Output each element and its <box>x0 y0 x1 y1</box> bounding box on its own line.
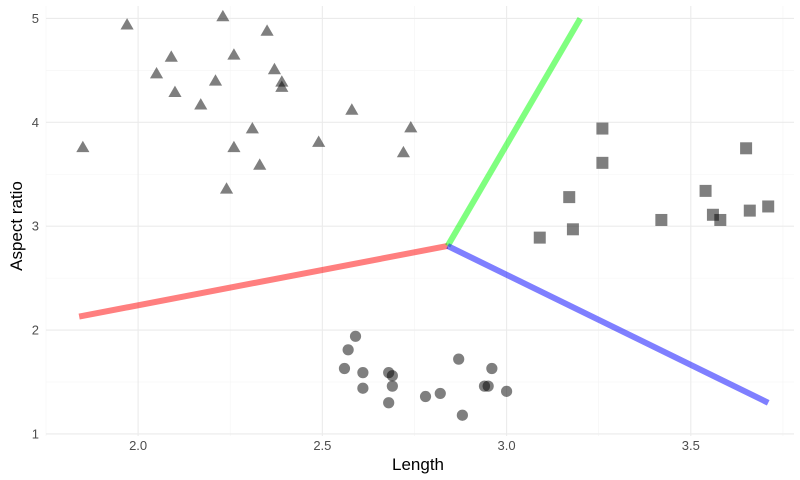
triangle-point <box>120 18 134 30</box>
circle-point <box>338 362 351 375</box>
square-point <box>699 184 712 197</box>
triangle-point <box>194 98 208 110</box>
y-axis-title: Aspect ratio <box>7 181 26 271</box>
boundary-line <box>78 242 449 320</box>
circle-point <box>386 380 398 392</box>
x-tick-label: 3.5 <box>682 438 700 453</box>
x-tick-label: 3.0 <box>498 438 516 453</box>
x-tick-label: 2.5 <box>313 438 331 453</box>
square-point <box>596 156 609 169</box>
circle-point <box>357 382 369 394</box>
boundary-lines <box>78 16 770 406</box>
triangle-point <box>396 145 411 158</box>
triangle-point <box>245 121 259 134</box>
y-tick-label: 1 <box>32 426 39 441</box>
triangle-point <box>219 182 234 194</box>
triangle-point <box>149 66 164 79</box>
square-point <box>596 122 609 135</box>
square-point <box>743 204 756 217</box>
circle-point <box>386 370 398 382</box>
square-point <box>714 213 727 226</box>
triangle-point <box>312 135 326 147</box>
y-tick-label: 2 <box>32 323 39 338</box>
circle-point <box>383 397 395 409</box>
square-point <box>655 213 668 226</box>
triangle-point <box>208 74 223 86</box>
boundary-line <box>445 16 583 248</box>
triangle-point <box>253 158 267 170</box>
square-point <box>762 200 775 213</box>
triangle-point <box>275 75 289 87</box>
boundary-line <box>446 243 770 406</box>
circle-point <box>453 353 465 365</box>
circle-point <box>486 362 498 375</box>
square-point <box>533 231 546 244</box>
circle-point <box>419 390 432 403</box>
triangle-point <box>164 50 178 62</box>
triangle-point <box>227 140 241 153</box>
circle-point <box>357 367 369 379</box>
x-axis-ticks: 2.0 2.5 3.0 3.5 <box>129 438 700 453</box>
y-tick-label: 4 <box>32 115 39 130</box>
circle-point <box>500 385 513 397</box>
triangle-point <box>216 9 230 22</box>
triangle-point <box>267 62 282 75</box>
data-points <box>76 9 775 421</box>
x-tick-label: 2.0 <box>129 438 147 453</box>
triangle-point <box>260 24 274 36</box>
circle-point <box>349 330 362 342</box>
circle-point <box>342 344 354 356</box>
y-tick-label: 5 <box>32 11 39 26</box>
circle-point <box>482 380 494 392</box>
x-axis-title: Length <box>392 455 444 474</box>
y-axis-ticks: 1 2 3 4 5 <box>32 11 39 441</box>
square-point <box>740 142 753 155</box>
square-point <box>566 223 579 236</box>
y-tick-label: 3 <box>32 219 39 234</box>
triangle-point <box>404 120 418 133</box>
minor-gridlines <box>45 6 794 436</box>
triangle-point <box>76 140 90 153</box>
square-point <box>563 191 576 204</box>
triangle-point <box>345 103 359 115</box>
circle-point <box>456 409 468 421</box>
triangle-point <box>227 48 241 60</box>
circle-point <box>434 387 446 400</box>
triangle-point <box>168 85 182 98</box>
